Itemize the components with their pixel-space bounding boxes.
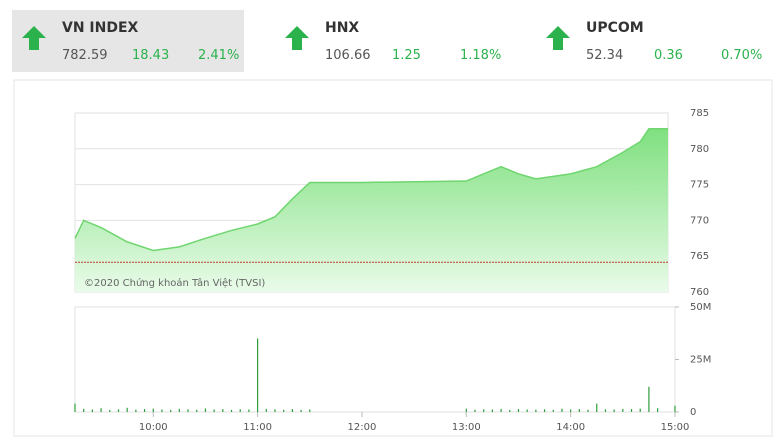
y-tick-label: 780 xyxy=(690,144,709,155)
index-name: VN INDEX xyxy=(62,20,139,36)
volume-bar xyxy=(170,409,172,412)
volume-bar xyxy=(543,409,546,412)
volume-bar xyxy=(561,408,563,412)
volume-bar xyxy=(187,409,189,412)
volume-bar xyxy=(587,409,589,412)
volume-bar xyxy=(517,409,520,412)
volume-bar xyxy=(552,409,554,412)
volume-bar xyxy=(135,409,137,412)
volume-bar xyxy=(657,408,659,412)
index-tile[interactable]: VN INDEX 782.59 18.43 2.41% xyxy=(12,10,244,72)
volume-bar xyxy=(291,409,293,412)
up-arrow xyxy=(546,26,570,50)
volume-bar xyxy=(143,409,146,412)
volume-bar xyxy=(83,408,85,412)
index-tile[interactable]: HNX 106.66 1.25 1.18% xyxy=(275,10,507,72)
volume-bar xyxy=(100,408,102,412)
volume-bar xyxy=(178,408,180,412)
y-tick-label: 770 xyxy=(690,215,709,226)
x-tick-label: 11:00 xyxy=(243,422,272,433)
volume-bar xyxy=(526,409,528,412)
x-tick-label: 15:00 xyxy=(661,422,690,433)
volume-bar xyxy=(222,409,224,412)
index-value: 782.59 xyxy=(62,48,108,63)
index-tile[interactable]: UPCOM 52.34 0.36 0.70% xyxy=(536,10,768,72)
volume-bar xyxy=(535,409,537,412)
index-percent: 0.70% xyxy=(721,48,763,63)
y-tick-label: 785 xyxy=(690,108,709,119)
y-tick-label: 760 xyxy=(690,287,709,298)
volume-bar xyxy=(474,409,476,412)
y-tick-label: 50M xyxy=(690,302,711,313)
index-change: 0.36 xyxy=(654,48,683,63)
x-tick-label: 14:00 xyxy=(556,422,585,433)
volume-bar xyxy=(91,409,93,412)
volume-bar xyxy=(309,409,311,412)
price-area xyxy=(75,128,669,292)
x-tick-label: 13:00 xyxy=(452,422,481,433)
volume-bar xyxy=(196,409,198,412)
volume-bar xyxy=(483,409,485,412)
volume-bar xyxy=(570,409,572,412)
panel xyxy=(13,79,773,437)
volume-bar xyxy=(74,403,76,412)
volume-frame xyxy=(74,306,676,413)
volume-bar xyxy=(596,403,598,412)
volume-bar xyxy=(648,386,650,412)
volume-bar xyxy=(248,409,250,412)
index-value: 106.66 xyxy=(325,48,371,63)
up-arrow xyxy=(22,26,46,50)
volume-bar xyxy=(491,409,493,412)
volume-bar xyxy=(500,408,502,412)
volume-bar xyxy=(117,409,120,412)
y-tick-label: 25M xyxy=(690,355,711,366)
index-name: HNX xyxy=(325,20,360,36)
x-tick-label: 12:00 xyxy=(348,422,377,433)
index-percent: 2.41% xyxy=(198,48,240,63)
x-tick-label: 10:00 xyxy=(139,422,168,433)
price-line xyxy=(74,128,669,252)
y-tick-label: 0 xyxy=(690,407,696,418)
volume-bar xyxy=(257,338,259,412)
volume-bar xyxy=(465,408,467,412)
volume-bar xyxy=(578,409,580,412)
volume-bar xyxy=(613,409,615,412)
volume-bar xyxy=(204,408,207,412)
volume-bar xyxy=(126,407,128,412)
y-tick-label: 765 xyxy=(690,251,709,262)
watermark: ©2020 Chứng khoán Tân Việt (TVSI) xyxy=(84,277,265,289)
index-change: 18.43 xyxy=(132,48,170,63)
volume-bar xyxy=(622,408,624,412)
volume-bar xyxy=(604,409,607,412)
volume-bar xyxy=(213,409,215,412)
volume-bar xyxy=(265,408,267,412)
volume-bar xyxy=(674,405,676,412)
index-change: 1.25 xyxy=(392,48,421,63)
volume-bar xyxy=(509,409,511,412)
index-name: UPCOM xyxy=(586,20,644,36)
volume-bar xyxy=(152,408,154,412)
volume-bar xyxy=(274,409,276,412)
volume-bar xyxy=(239,409,241,412)
up-arrow xyxy=(285,26,309,50)
volume-bar xyxy=(109,409,111,412)
volume-bar xyxy=(230,409,233,412)
volume-bar xyxy=(161,409,163,412)
index-percent: 1.18% xyxy=(460,48,502,63)
index-value: 52.34 xyxy=(586,48,624,63)
volume-bar xyxy=(300,409,302,412)
y-tick-label: 775 xyxy=(690,180,709,191)
volume-bar xyxy=(639,408,641,412)
volume-bar xyxy=(283,409,285,412)
volume-bar xyxy=(630,409,633,412)
